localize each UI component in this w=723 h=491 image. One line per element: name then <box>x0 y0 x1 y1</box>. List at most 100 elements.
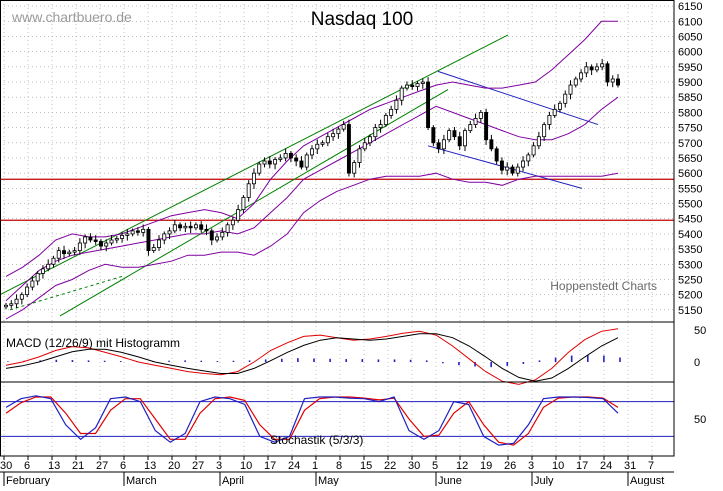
bollinger-upper <box>5 20 618 277</box>
candle-body <box>193 224 198 229</box>
x-tick-label: 3 <box>528 460 534 472</box>
y-tick-label: 5450 <box>678 214 702 226</box>
candle-body <box>146 228 151 252</box>
candle-body <box>220 231 225 238</box>
candle-body <box>441 139 446 150</box>
x-tick-label: 6 <box>24 460 30 472</box>
candle-body <box>135 230 140 233</box>
flag-lower <box>427 145 583 189</box>
candle-body <box>9 303 14 306</box>
candle-body <box>288 153 293 159</box>
x-tick-label: 3 <box>216 460 222 472</box>
candle-body <box>77 242 82 252</box>
x-tick-label: 26 <box>504 460 516 472</box>
bollinger-lower <box>5 172 619 320</box>
candle-body <box>563 93 568 104</box>
candle-body <box>357 148 362 163</box>
candle-body <box>114 238 119 241</box>
candle-body <box>531 145 536 156</box>
stoch-tick-label: 50 <box>694 414 706 426</box>
candle-body <box>552 108 557 116</box>
x-tick-label: 17 <box>576 460 588 472</box>
y-tick-label: 5500 <box>678 199 702 211</box>
candle-body <box>46 263 51 270</box>
x-tick-label: 30 <box>0 460 12 472</box>
candle-body <box>93 239 98 242</box>
candle-body <box>336 128 341 135</box>
macd-tick-label: 0 <box>694 357 700 369</box>
month-label: June <box>438 475 462 486</box>
candle-body <box>104 242 109 247</box>
candle-body <box>331 133 336 138</box>
candle-body <box>56 250 61 259</box>
y-tick-label: 5950 <box>678 62 702 74</box>
candle-body <box>88 236 93 241</box>
candle-body <box>426 81 431 128</box>
y-tick-label: 5700 <box>678 138 702 150</box>
candle-body <box>341 124 346 130</box>
month-label: July <box>534 475 554 486</box>
candle-body <box>373 127 378 138</box>
candle-body <box>410 84 415 87</box>
month-label: May <box>318 475 339 486</box>
candle-body <box>431 127 436 144</box>
x-tick-label: 12 <box>456 460 468 472</box>
candle-body <box>510 166 515 174</box>
candle-body <box>505 166 510 171</box>
candle-body <box>463 130 467 147</box>
candle-body <box>589 66 594 71</box>
candle-body <box>299 160 304 168</box>
candle-body <box>610 78 615 83</box>
macd-line <box>5 333 619 382</box>
x-tick-label: 24 <box>600 460 612 472</box>
candle-body <box>399 87 404 101</box>
candle-body <box>573 78 578 86</box>
candle-body <box>141 228 146 233</box>
x-tick-label: 10 <box>552 460 564 472</box>
candle-body <box>35 272 40 282</box>
y-tick-label: 5350 <box>678 244 702 256</box>
candle-body <box>304 154 309 168</box>
candle-body <box>204 228 209 232</box>
candle-body <box>294 157 299 162</box>
candle-body <box>600 63 605 68</box>
y-tick-label: 5750 <box>678 123 702 135</box>
candle-body <box>25 286 30 296</box>
trend-hint-dashed <box>9 275 123 311</box>
candle-body <box>262 160 267 165</box>
candle-body <box>325 136 330 144</box>
y-tick-label: 5600 <box>678 168 702 180</box>
y-tick-label: 5650 <box>678 153 702 165</box>
candle-body <box>130 230 135 235</box>
candle-body <box>225 224 230 233</box>
candle-body <box>320 142 325 145</box>
candle-body <box>310 148 314 156</box>
candle-body <box>389 108 394 116</box>
month-label: August <box>630 475 664 486</box>
candle-body <box>499 160 504 171</box>
candle-body <box>188 225 193 229</box>
x-tick-label: 30 <box>408 460 420 472</box>
candle-body <box>51 257 56 265</box>
candle-body <box>468 124 473 132</box>
candle-body <box>362 142 367 150</box>
candle-body <box>526 154 531 162</box>
candle-body <box>199 224 204 230</box>
candle-body <box>436 142 441 150</box>
grid-layer <box>0 0 674 456</box>
x-tick-label: 10 <box>240 460 252 472</box>
x-tick-label: 20 <box>168 460 180 472</box>
frame-layer <box>0 0 675 473</box>
stoch-k-line <box>5 395 619 446</box>
candle-body <box>378 124 383 128</box>
x-tick-label: 17 <box>264 460 276 472</box>
y-tick-label: 6100 <box>678 16 702 28</box>
x-tick-label: 24 <box>288 460 300 472</box>
candle-body <box>452 130 457 138</box>
candle-body <box>241 197 246 211</box>
candles-layer <box>4 58 620 310</box>
x-tick-label: 19 <box>480 460 492 472</box>
candle-body <box>484 111 489 141</box>
